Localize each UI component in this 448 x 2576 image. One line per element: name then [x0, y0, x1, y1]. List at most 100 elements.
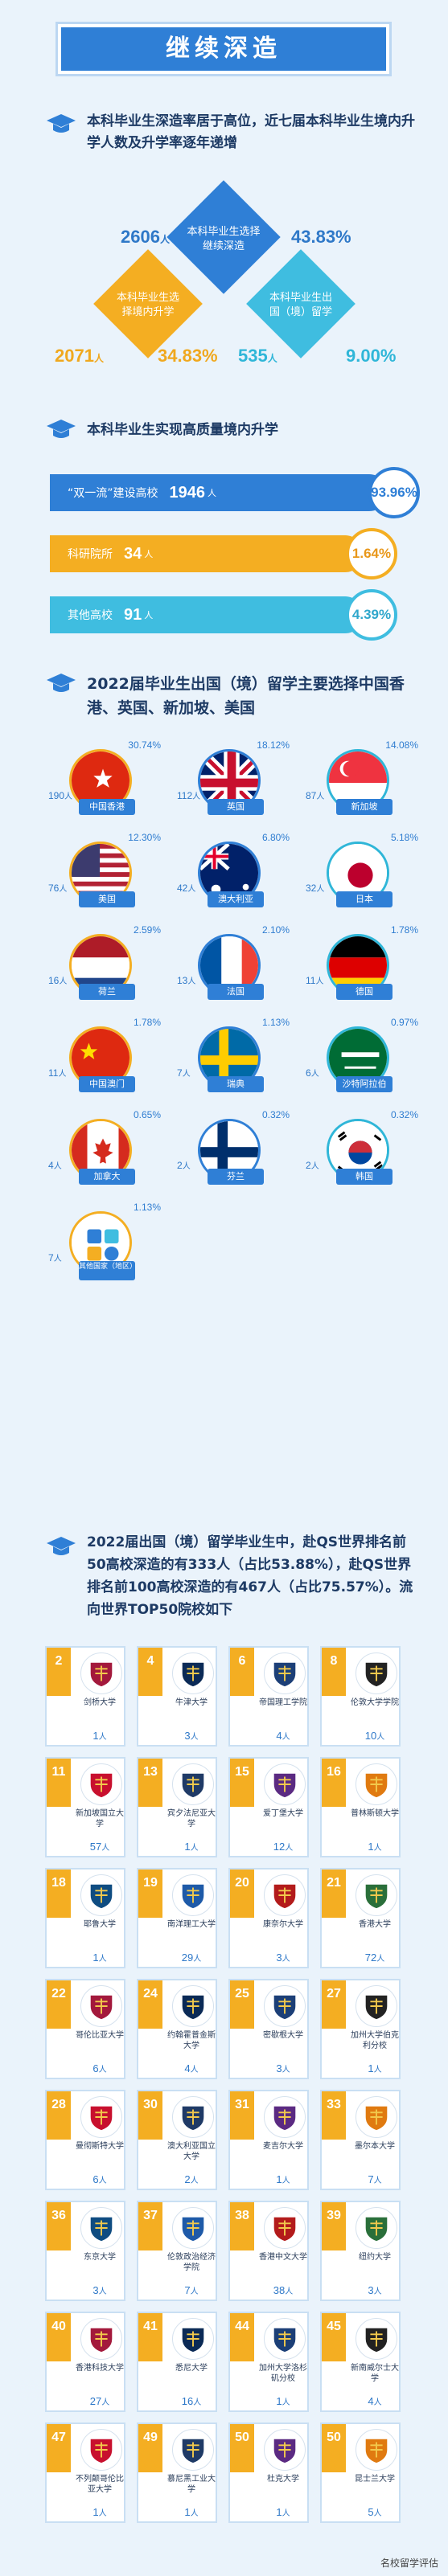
student-count: 1人	[276, 2395, 290, 2407]
university-name: 帝国理工学院	[259, 1698, 307, 1707]
qs-rank: 50	[230, 2424, 254, 2472]
university-card: 40 香港科技大学 27人	[45, 2312, 125, 2412]
university-crest-icon	[356, 2318, 397, 2360]
student-count: 1人	[276, 2506, 290, 2518]
university-card: 22 哥伦比亚大学 6人	[45, 1979, 125, 2079]
university-name: 普林斯顿大学	[351, 1809, 399, 1818]
university-crest-icon	[264, 1652, 306, 1694]
university-crest-icon	[264, 1763, 306, 1805]
university-name: 剑桥大学	[84, 1698, 116, 1707]
country-count: 42人	[177, 883, 196, 894]
country-item: 0.65% 4人加拿大	[47, 1109, 175, 1186]
qs-rank: 33	[322, 2091, 346, 2140]
country-pct: 2.59%	[133, 924, 161, 936]
student-count: 3人	[184, 1730, 199, 1742]
qs-rank: 38	[230, 2202, 254, 2250]
qs-rank: 30	[138, 2091, 162, 2140]
qs-rank: 31	[230, 2091, 254, 2140]
student-count: 3人	[276, 2062, 290, 2074]
qs-rank: 4	[138, 1648, 162, 1696]
university-crest-icon	[80, 1874, 122, 1916]
country-pct: 0.32%	[261, 1109, 290, 1120]
university-name: 密歇根大学	[263, 2031, 303, 2040]
university-name: 昆士兰大学	[355, 2475, 395, 2484]
country-name: 中国香港	[79, 799, 135, 815]
student-count: 1人	[92, 2506, 107, 2518]
university-card: 18 耶鲁大学 1人	[45, 1868, 125, 1968]
university-name: 悉尼大学	[175, 2364, 208, 2373]
university-card: 30 澳大利亚国立大学 2人	[137, 2090, 217, 2190]
qs-rank: 39	[322, 2202, 346, 2250]
qs-rank: 13	[138, 1759, 162, 1807]
university-name: 爱丁堡大学	[263, 1809, 303, 1818]
student-count: 1人	[184, 1841, 199, 1853]
university-name: 香港科技大学	[76, 2364, 124, 2373]
qs-rank: 19	[138, 1870, 162, 1918]
student-count: 57人	[89, 1841, 110, 1853]
student-count: 10人	[364, 1730, 385, 1742]
country-count: 16人	[48, 975, 68, 986]
country-pct: 1.78%	[390, 924, 418, 936]
university-crest-icon	[80, 1985, 122, 2027]
country-item: 1.13% 7人 瑞典	[175, 1017, 304, 1093]
university-name: 牛津大学	[175, 1698, 208, 1707]
qs-rank: 41	[138, 2313, 162, 2361]
university-crest-icon	[80, 2096, 122, 2138]
university-name: 杜克大学	[267, 2475, 299, 2484]
university-name: 墨尔本大学	[355, 2142, 395, 2151]
stat-right-num: 535人	[238, 346, 277, 366]
country-item: 30.74% 190人 中国香港	[47, 739, 175, 816]
university-crest-icon	[356, 2429, 397, 2471]
country-item: 6.80% 42人 澳大利亚	[175, 832, 304, 908]
country-item: 0.97% 6人 沙特阿拉伯	[304, 1017, 433, 1093]
university-crest-icon	[80, 1652, 122, 1694]
university-card: 44 加州大学洛杉矶分校 1人	[228, 2312, 309, 2412]
country-pct: 2.10%	[261, 924, 290, 936]
university-crest-icon	[172, 1874, 214, 1916]
university-card: 4 牛津大学 3人	[137, 1646, 217, 1747]
university-card: 8 伦敦大学学院 10人	[320, 1646, 401, 1747]
section2-heading: 本科毕业生实现高质量境内升学	[87, 422, 278, 438]
stat-center-num: 2606人	[121, 227, 170, 247]
qs-rank: 20	[230, 1870, 254, 1918]
country-item: 14.08% 87人 新加坡	[304, 739, 433, 816]
student-count: 4人	[184, 2062, 199, 2074]
country-item: 18.12% 112人 英国	[175, 739, 304, 816]
university-crest-icon	[264, 2207, 306, 2249]
country-pct: 0.97%	[390, 1017, 418, 1028]
university-name: 伦敦政治经济学院	[167, 2253, 216, 2272]
university-card: 47 不列颠哥伦比亚大学 1人	[45, 2422, 125, 2523]
bar-research-institutes: 科研院所 34 人	[50, 535, 364, 572]
university-card: 33 墨尔本大学 7人	[320, 2090, 401, 2190]
university-crest-icon	[172, 2207, 214, 2249]
qs-rank: 15	[230, 1759, 254, 1807]
university-name: 宾夕法尼亚大学	[167, 1809, 216, 1829]
country-pct: 0.65%	[133, 1109, 161, 1120]
country-pct: 14.08%	[385, 739, 418, 751]
student-count: 4人	[276, 1730, 290, 1742]
country-name: 加拿大	[79, 1169, 135, 1185]
qs-rank: 11	[47, 1759, 71, 1807]
country-count: 11人	[306, 975, 324, 986]
graduation-cap-icon	[47, 114, 76, 133]
university-name: 南洋理工大学	[167, 1920, 216, 1929]
center-label: 本科毕业生选择继续深造	[187, 226, 261, 252]
country-count: 4人	[48, 1160, 62, 1171]
university-crest-icon	[80, 1763, 122, 1805]
university-name: 伦敦大学学院	[351, 1698, 399, 1707]
university-card: 27 加州大学伯克利分校 1人	[320, 1979, 401, 2079]
graduation-cap-icon	[47, 1537, 76, 1555]
country-name: 其他国家（地区）	[79, 1261, 137, 1280]
country-count: 2人	[306, 1160, 319, 1171]
university-card: 15 爱丁堡大学 12人	[228, 1757, 309, 1857]
qs-rank: 44	[230, 2313, 254, 2361]
country-name: 瑞典	[208, 1076, 264, 1092]
country-pct: 1.13%	[261, 1017, 290, 1028]
university-name: 新加坡国立大学	[76, 1809, 124, 1829]
qs-rank: 36	[47, 2202, 71, 2250]
university-card: 16 普林斯顿大学 1人	[320, 1757, 401, 1857]
country-item: 2.10% 13人 法国	[175, 924, 304, 1001]
country-name: 澳大利亚	[208, 891, 264, 907]
qs-rank: 25	[230, 1980, 254, 2029]
country-count: 112人	[177, 790, 201, 801]
